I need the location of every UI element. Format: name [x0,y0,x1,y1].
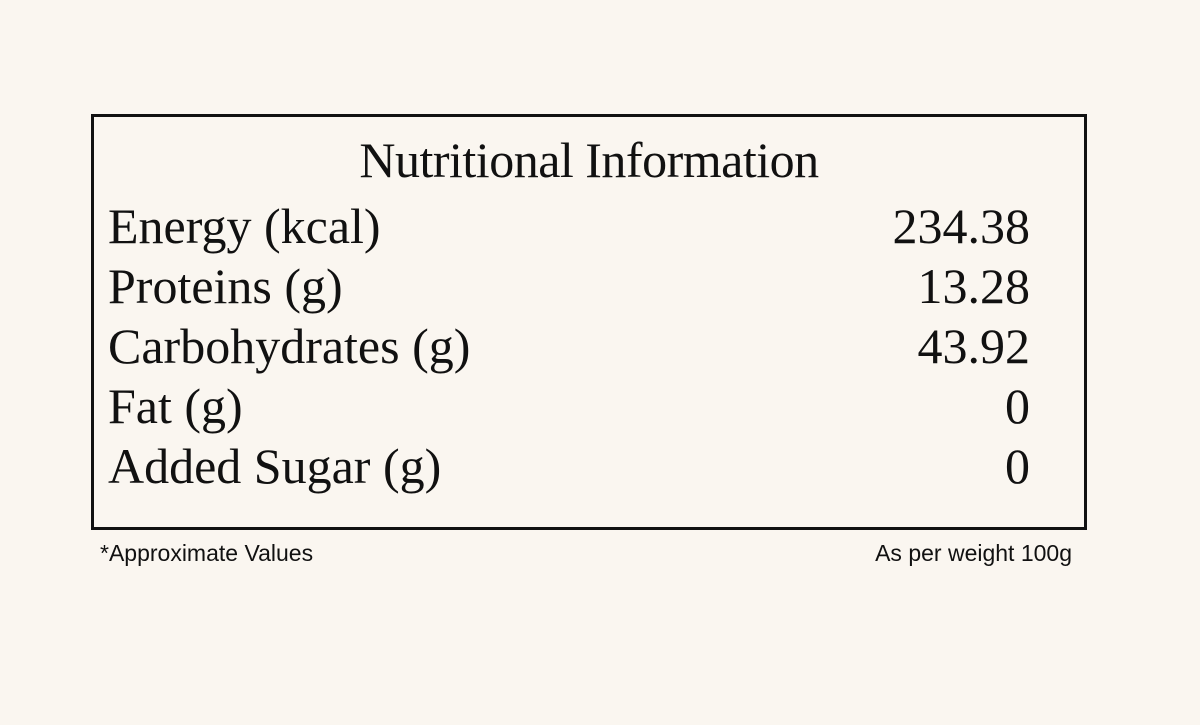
row-value: 43.92 [917,318,1031,374]
row-value: 0 [1005,378,1030,434]
row-value: 13.28 [917,258,1031,314]
row-label: Energy (kcal) [108,198,381,254]
table-row: Added Sugar (g) 0 [108,437,1030,497]
row-label: Carbohydrates (g) [108,318,471,374]
row-value: 234.38 [892,198,1031,254]
row-label: Fat (g) [108,378,243,434]
row-label: Added Sugar (g) [108,438,442,494]
table-row: Fat (g) 0 [108,377,1030,437]
nutrition-table: Nutritional Information Energy (kcal) 234… [91,114,1087,530]
table-title: Nutritional Information [359,132,819,188]
row-value: 0 [1005,438,1030,494]
footnote: As per weight 100g [875,540,1072,566]
table-row: Proteins (g) 13.28 [108,257,1030,317]
row-label: Proteins (g) [108,258,343,314]
table-row: Carbohydrates (g) 43.92 [108,317,1030,377]
footnote: *Approximate Values [100,540,314,566]
table-row: Energy (kcal) 234.38 [108,197,1030,257]
